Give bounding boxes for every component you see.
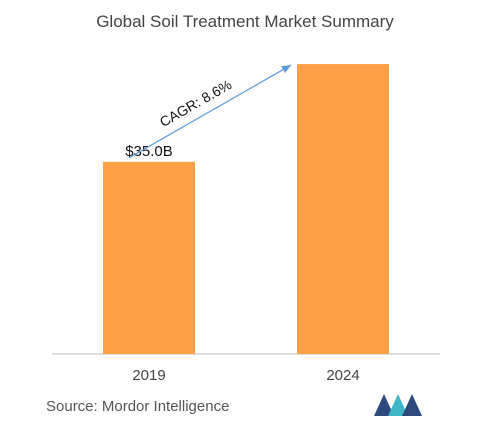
logo-shape-middle bbox=[388, 394, 408, 416]
chart-title: Global Soil Treatment Market Summary bbox=[96, 12, 394, 31]
bar-2024 bbox=[297, 64, 389, 354]
logo-shape-right bbox=[402, 394, 422, 416]
bar-chart: 2019 $35.0B 2024 CAGR: 8.6% bbox=[52, 64, 440, 384]
cagr-annotation: CAGR: 8.6% bbox=[157, 76, 234, 130]
data-label-2019: $35.0B bbox=[125, 143, 173, 160]
source-note: Source: Mordor Intelligence bbox=[46, 398, 230, 415]
cagr-arrowhead bbox=[281, 65, 291, 74]
x-tick-label-2019: 2019 bbox=[132, 367, 165, 384]
cagr-arrow bbox=[128, 64, 292, 159]
x-tick-label-2024: 2024 bbox=[326, 367, 359, 384]
mordor-intelligence-logo-icon bbox=[374, 394, 422, 416]
bar-2019 bbox=[103, 161, 195, 354]
logo-shape-left bbox=[374, 394, 394, 416]
